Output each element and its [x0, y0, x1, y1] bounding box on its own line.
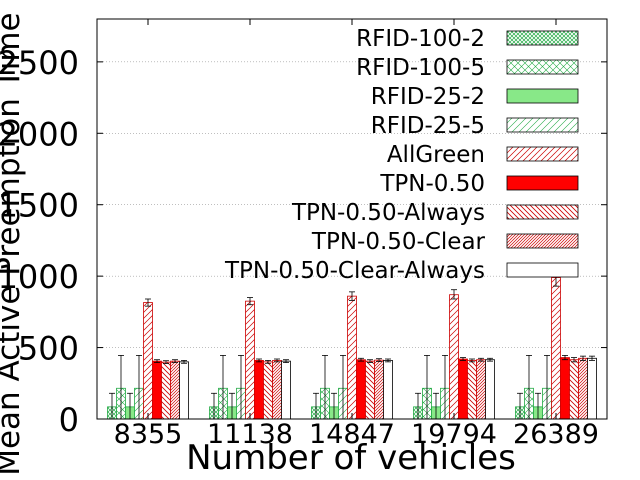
bar-tpn-0-50-26389: [560, 357, 570, 420]
bar-tpn-0-50-clear-11138: [272, 360, 282, 420]
legend-label: TPN-0.50-Clear: [311, 229, 486, 255]
bar-tpn-0-50-always-11138: [263, 361, 273, 420]
bar-tpn-0-50-clear-26389: [578, 357, 588, 420]
x-tick-label: 26389: [513, 419, 599, 450]
bar-tpn-0-50-clear-8355: [170, 360, 180, 420]
y-tick-label: 500: [18, 330, 79, 368]
legend-label: RFID-25-5: [371, 113, 485, 139]
bar-tpn-0-50-clear-always-14847: [383, 360, 393, 420]
bar-tpn-0-50-14847: [356, 359, 366, 420]
legend-swatch: [506, 146, 579, 162]
bar-allgreen-8355: [143, 302, 153, 420]
x-tick-label: 8355: [114, 419, 183, 450]
legend-swatch: [506, 262, 579, 278]
bar-allgreen-11138: [245, 300, 255, 420]
bar-tpn-0-50-clear-14847: [374, 359, 384, 420]
legend-label: TPN-0.50-Clear-Always: [224, 258, 485, 284]
legend-label: TPN-0.50-Always: [291, 200, 485, 226]
x-tick-label: 11138: [207, 419, 293, 450]
bar-allgreen-26389: [551, 277, 561, 420]
x-tick-label: 14847: [309, 419, 395, 450]
legend: RFID-100-2 RFID-100-5 RFID-25-2 RFID-25-5 Al…: [224, 26, 579, 284]
y-tick-label: 1500: [0, 187, 79, 225]
legend-swatch: [506, 204, 579, 220]
x-axis-title: Number of vehicles: [186, 438, 516, 478]
bar-tpn-0-50-always-19794: [467, 360, 477, 420]
bar-allgreen-14847: [347, 295, 357, 420]
bar-tpn-0-50-clear-always-19794: [485, 359, 495, 420]
bar-tpn-0-50-8355: [152, 360, 162, 420]
y-axis-ticks: 0 500 1000 1500 2000 2500: [0, 44, 607, 439]
legend-label: RFID-100-2: [356, 26, 485, 52]
bar-tpn-0-50-clear-always-11138: [281, 360, 291, 420]
legend-swatch: [506, 117, 579, 133]
bar-tpn-0-50-always-26389: [569, 359, 579, 420]
bar-tpn-0-50-clear-always-8355: [179, 361, 189, 420]
y-tick-label: 1000: [0, 258, 79, 296]
legend-swatch: [506, 233, 579, 249]
legend-label: RFID-25-2: [371, 84, 485, 110]
legend-swatch: [506, 175, 579, 191]
y-tick-label: 0: [59, 401, 79, 439]
y-tick-label: 2000: [0, 115, 79, 153]
x-axis-ticks: 8355 11138 14847 19794 26389: [114, 19, 599, 450]
bar-tpn-0-50-clear-19794: [476, 359, 486, 420]
legend-swatch: [506, 88, 579, 104]
y-tick-label: 2500: [0, 44, 79, 82]
legend-swatch: [506, 30, 579, 46]
bar-tpn-0-50-always-14847: [365, 360, 375, 420]
legend-label: RFID-100-5: [356, 55, 485, 81]
legend-label: AllGreen: [387, 142, 485, 168]
legend-swatch: [506, 59, 579, 75]
legend-label: TPN-0.50: [379, 171, 485, 197]
x-tick-label: 19794: [411, 419, 497, 450]
bar-tpn-0-50-11138: [254, 360, 264, 420]
bar-tpn-0-50-19794: [458, 358, 468, 420]
bar-tpn-0-50-clear-always-26389: [587, 357, 597, 420]
bar-allgreen-19794: [449, 294, 459, 420]
y-axis-title: Mean Active Preemption Time (s): [0, 0, 27, 476]
bar-tpn-0-50-always-8355: [161, 361, 171, 420]
